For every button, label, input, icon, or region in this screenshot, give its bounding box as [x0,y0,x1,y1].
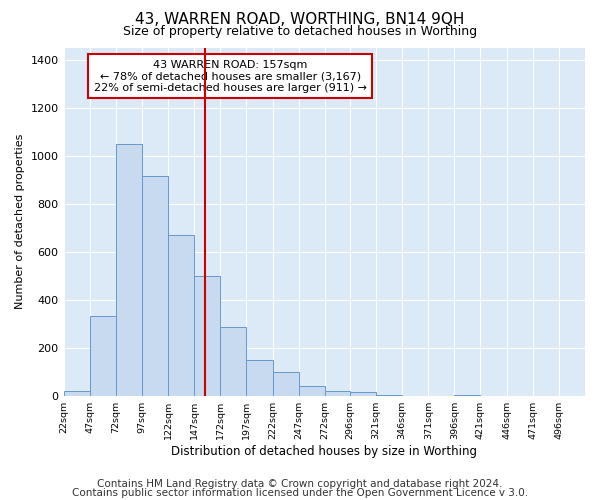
Bar [64,391,89,396]
Bar [376,394,402,396]
Text: Contains public sector information licensed under the Open Government Licence v : Contains public sector information licen… [72,488,528,498]
Bar [454,394,481,396]
Text: 43, WARREN ROAD, WORTHING, BN14 9QH: 43, WARREN ROAD, WORTHING, BN14 9QH [136,12,464,28]
Bar [220,328,247,396]
Bar [142,176,168,396]
Text: Contains HM Land Registry data © Crown copyright and database right 2024.: Contains HM Land Registry data © Crown c… [97,479,503,489]
Bar [325,391,350,396]
Bar [350,392,376,396]
X-axis label: Distribution of detached houses by size in Worthing: Distribution of detached houses by size … [171,444,477,458]
Text: Size of property relative to detached houses in Worthing: Size of property relative to detached ho… [123,25,477,38]
Bar [89,316,116,396]
Y-axis label: Number of detached properties: Number of detached properties [15,134,25,310]
Bar [168,235,194,396]
Bar [299,386,325,396]
Text: 43 WARREN ROAD: 157sqm
← 78% of detached houses are smaller (3,167)
22% of semi-: 43 WARREN ROAD: 157sqm ← 78% of detached… [94,60,367,93]
Bar [272,372,299,396]
Bar [194,276,220,396]
Bar [247,360,272,396]
Bar [116,144,142,396]
